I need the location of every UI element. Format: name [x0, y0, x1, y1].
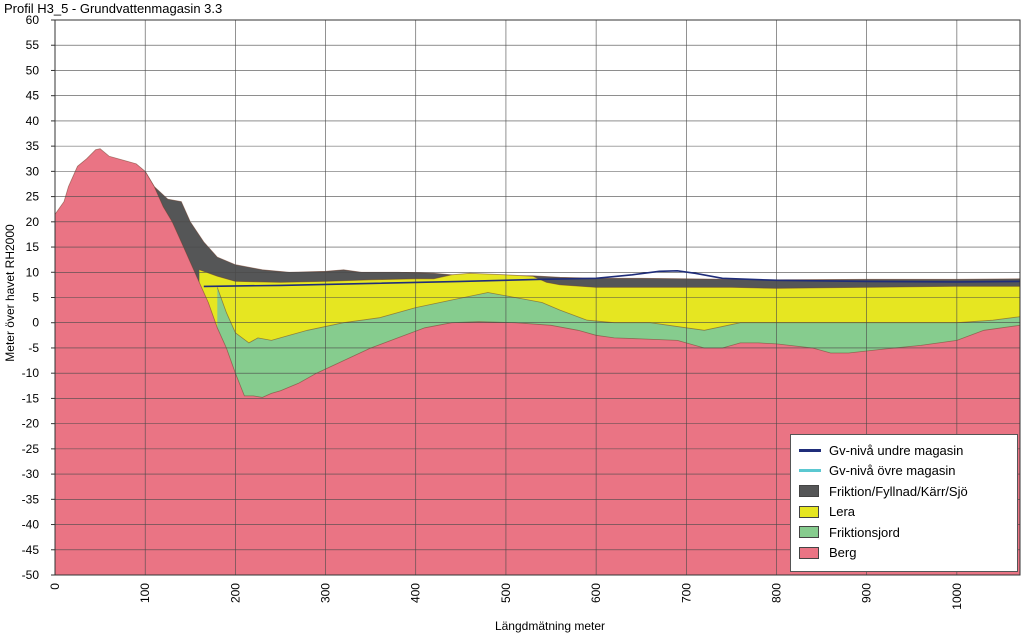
y-tick-label: 15: [26, 240, 40, 254]
legend-label: Lera: [829, 504, 856, 520]
y-tick-label: -15: [22, 391, 40, 405]
y-tick-label: -10: [22, 366, 40, 380]
x-tick-label: 0: [48, 583, 62, 590]
y-tick-label: 30: [26, 164, 40, 178]
legend-item: Friktionsjord: [799, 522, 1017, 543]
y-tick-label: 20: [26, 215, 40, 229]
y-tick-label: 45: [26, 89, 40, 103]
x-tick-label: 500: [499, 583, 513, 603]
layer-edge-friktion-fyllnad-k-rr-sj-: [144, 171, 1021, 281]
legend-label: Friktion/Fyllnad/Kärr/Sjö: [829, 483, 968, 499]
legend-swatch: [799, 485, 819, 498]
y-tick-label: 35: [26, 139, 40, 153]
legend-label: Friktionsjord: [829, 524, 900, 540]
x-tick-label: 1000: [950, 583, 964, 610]
legend-swatch: [799, 448, 821, 452]
y-tick-label: -20: [22, 417, 40, 431]
plot-frame: [54, 19, 1021, 576]
legend-swatch: [799, 469, 821, 473]
x-tick-label: 900: [860, 583, 874, 603]
x-tick-label: 800: [769, 583, 783, 603]
legend-item: Friktion/Fyllnad/Kärr/Sjö: [799, 481, 1017, 502]
legend-swatch: [799, 526, 819, 539]
layer-edge-lera: [199, 269, 1020, 289]
y-tick-label: 40: [26, 114, 40, 128]
y-tick-label: 0: [32, 316, 39, 330]
y-tick-label: -35: [22, 492, 40, 506]
y-tick-label: -30: [22, 467, 40, 481]
layer-edge-berg: [54, 148, 1021, 398]
y-tick-label: 10: [26, 265, 40, 279]
y-tick-label: -5: [28, 341, 39, 355]
x-tick-label: 600: [589, 583, 603, 603]
layer-area-berg: [55, 148, 1020, 575]
legend-item: Gv-nivå övre magasin: [799, 461, 1017, 482]
legend-item: Berg: [799, 543, 1017, 564]
y-tick-label: -45: [22, 543, 40, 557]
legend-label: Gv-nivå övre magasin: [829, 463, 956, 479]
legend-item: Gv-nivå undre magasin: [799, 440, 1017, 461]
x-tick-label: 700: [679, 583, 693, 603]
groundwater-lines: [203, 269, 1021, 288]
y-tick-labels: 605550454035302520151050-5-10-15-20-25-3…: [22, 13, 55, 582]
legend-item: Lera: [799, 502, 1017, 523]
y-tick-label: -40: [22, 518, 40, 532]
legend-label: Gv-nivå undre magasin: [829, 442, 964, 458]
x-tick-label: 400: [409, 583, 423, 603]
y-tick-label: 50: [26, 63, 40, 77]
y-tick-label: -25: [22, 442, 40, 456]
legend: Gv-nivå undre magasin Gv-nivå övre magas…: [790, 434, 1018, 572]
chart-title: Profil H3_5 - Grundvattenmagasin 3.3: [4, 1, 223, 16]
y-tick-label: -50: [22, 568, 40, 582]
x-tick-labels: 0 100 200 300 400 500 600 700 800 900 1000: [48, 583, 964, 610]
y-tick-label: 55: [26, 38, 40, 52]
x-tick-label: 200: [228, 583, 242, 603]
x-tick-label: 300: [319, 583, 333, 603]
x-tick-label: 100: [138, 583, 152, 603]
y-tick-label: 5: [32, 291, 39, 305]
legend-swatch: [799, 546, 819, 559]
y-tick-label: 60: [26, 13, 40, 27]
series-line-gv-niv-undre-magasin: [203, 269, 1021, 288]
legend-label: Berg: [829, 545, 857, 561]
x-axis-label: Längdmätning meter: [494, 619, 606, 633]
y-tick-label: 25: [26, 190, 40, 204]
legend-swatch: [799, 505, 819, 518]
